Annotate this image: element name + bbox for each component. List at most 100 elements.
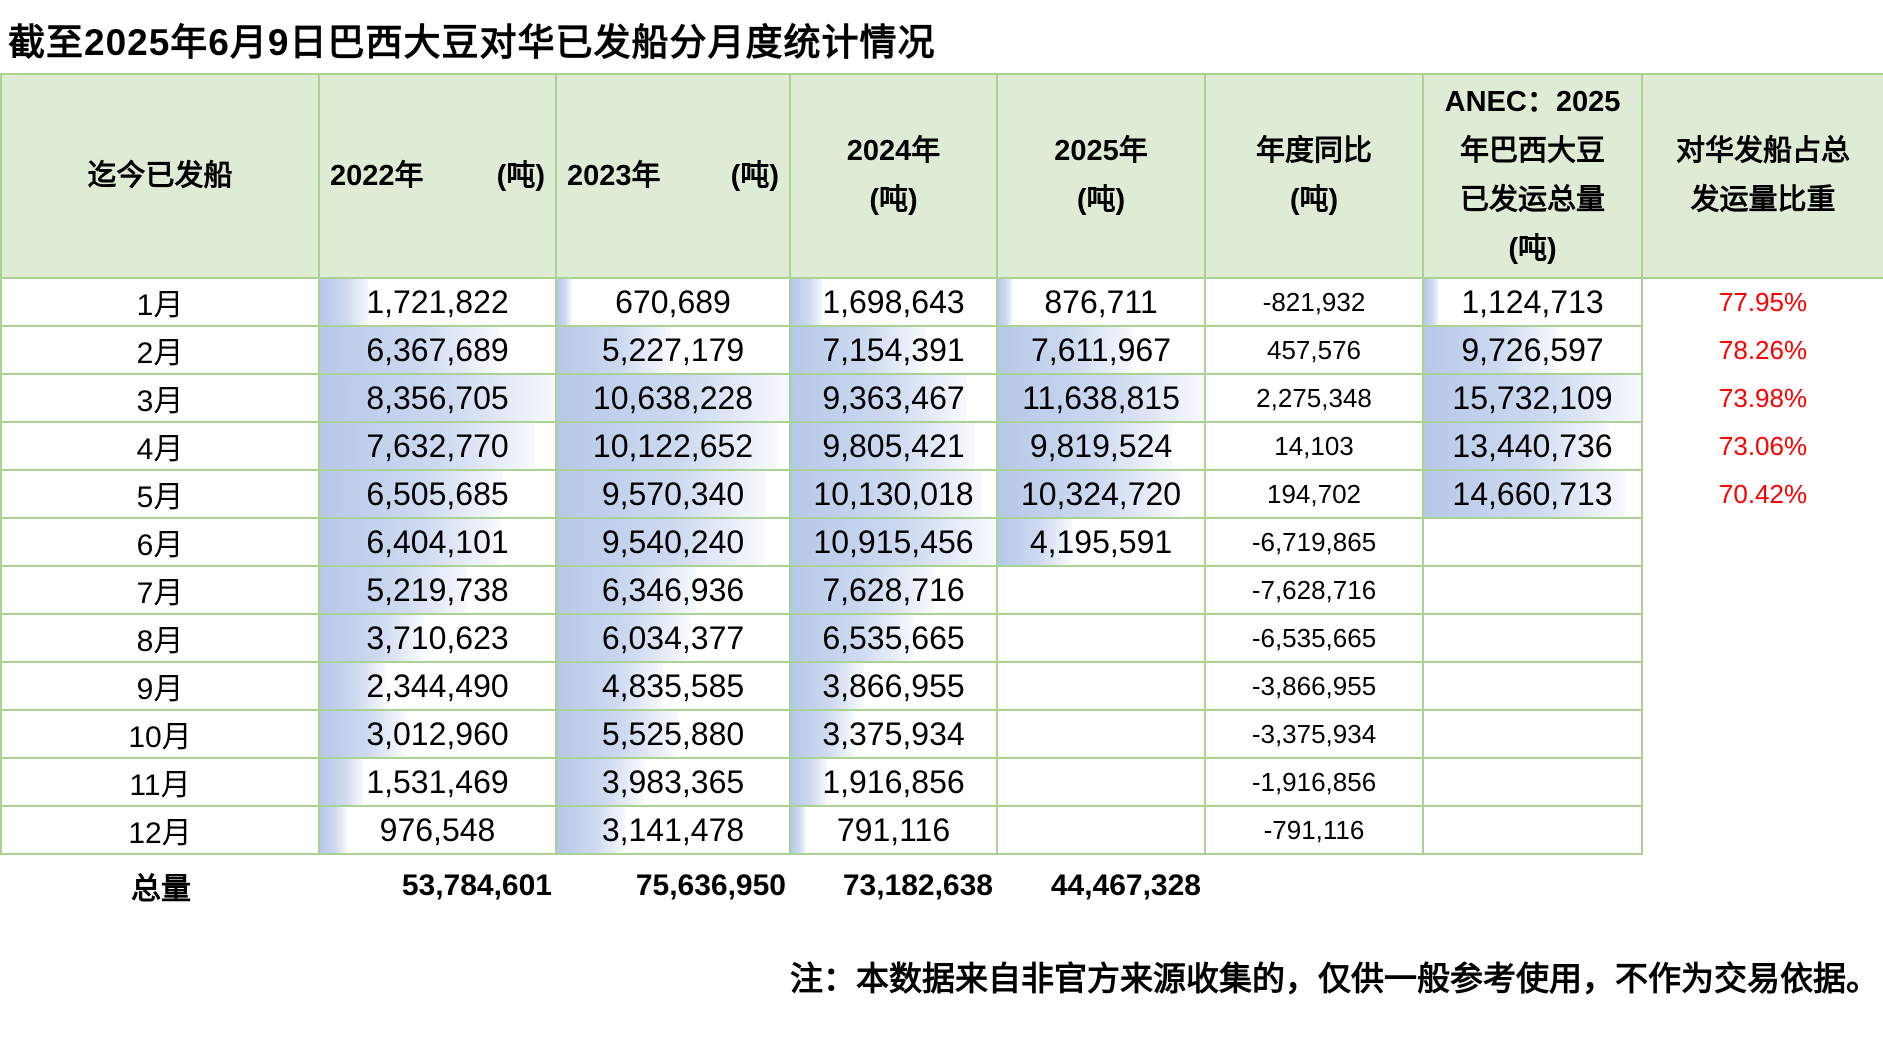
data-bar	[791, 615, 914, 661]
data-bar	[320, 423, 535, 469]
data-bar	[791, 711, 855, 757]
anec-cell	[1424, 615, 1643, 663]
anec-cell: 15,732,109	[1424, 375, 1643, 423]
value-cell-2024: 9,363,467	[791, 375, 998, 423]
yoy-cell: -3,375,934	[1206, 711, 1424, 759]
value-cell-2022: 6,367,689	[320, 327, 557, 375]
yoy-cell: -6,719,865	[1206, 519, 1424, 567]
anec-cell	[1424, 519, 1643, 567]
anec-cell	[1424, 567, 1643, 615]
value-cell-2023: 6,034,377	[557, 615, 791, 663]
value-cell-2024: 1,698,643	[791, 279, 998, 327]
month-cell: 1月	[2, 279, 320, 327]
yoy-cell: -791,116	[1206, 807, 1424, 855]
data-bar	[320, 279, 369, 325]
month-cell: 2月	[2, 327, 320, 375]
yoy-cell: 14,103	[1206, 423, 1424, 471]
data-bar	[320, 759, 363, 805]
value-cell-2023: 6,346,936	[557, 567, 791, 615]
value-cell-2024: 3,375,934	[791, 711, 998, 759]
table-row: 9月 2,344,490 4,835,585 3,866,955 -3,866,…	[2, 663, 1883, 711]
value-cell-2022: 976,548	[320, 807, 557, 855]
value-cell-2025	[998, 807, 1206, 855]
value-cell-2024: 10,915,456	[791, 519, 998, 567]
data-bar	[557, 663, 663, 709]
value-cell-2023: 9,540,240	[557, 519, 791, 567]
value-cell-2022: 2,344,490	[320, 663, 557, 711]
table-row: 10月 3,012,960 5,525,880 3,375,934 -3,375…	[2, 711, 1883, 759]
header-anec: ANEC：2025 年巴西大豆 已发运总量 (吨)	[1424, 75, 1643, 279]
data-bar	[320, 711, 405, 757]
data-bar	[791, 519, 996, 565]
table-row: 8月 3,710,623 6,034,377 6,535,665 -6,535,…	[2, 615, 1883, 663]
data-bar	[998, 279, 1014, 325]
table-row: 2月 6,367,689 5,227,179 7,154,391 7,611,9…	[2, 327, 1883, 375]
shipment-table: 迄今已发船 2022年 (吨) 2023年 (吨) 2024年 (吨) 2025年…	[0, 73, 1883, 855]
data-bar	[791, 279, 823, 325]
value-cell-2023: 5,525,880	[557, 711, 791, 759]
data-bar	[557, 615, 689, 661]
value-cell-2025	[998, 759, 1206, 807]
month-label: 5月	[136, 481, 184, 514]
value-cell-2024: 3,866,955	[791, 663, 998, 711]
month-cell: 8月	[2, 615, 320, 663]
value-cell-2025: 10,324,720	[998, 471, 1206, 519]
month-label: 1月	[136, 289, 184, 322]
table-row: 4月 7,632,770 10,122,652 9,805,421 9,819,…	[2, 423, 1883, 471]
share-cell: 70.42%	[1643, 471, 1883, 519]
month-label: 9月	[136, 673, 184, 706]
value-cell-2023: 3,141,478	[557, 807, 791, 855]
data-bar	[998, 423, 1172, 469]
header-2022: 2022年 (吨)	[320, 75, 557, 279]
header-2025: 2025年 (吨)	[998, 75, 1206, 279]
value-cell-2022: 6,505,685	[320, 471, 557, 519]
share-cell	[1643, 519, 1883, 567]
table-row: 12月 976,548 3,141,478 791,116 -791,116	[2, 807, 1883, 855]
anec-cell	[1424, 759, 1643, 807]
anec-cell: 13,440,736	[1424, 423, 1643, 471]
yoy-cell: -1,916,856	[1206, 759, 1424, 807]
data-bar	[557, 279, 572, 325]
data-bar	[998, 471, 1181, 517]
yoy-cell: -3,866,955	[1206, 663, 1424, 711]
yoy-cell: -821,932	[1206, 279, 1424, 327]
month-cell: 9月	[2, 663, 320, 711]
data-bar	[320, 327, 500, 373]
value-cell-2022: 8,356,705	[320, 375, 557, 423]
share-cell: 73.06%	[1643, 423, 1883, 471]
data-bar	[557, 423, 778, 469]
totals-label: 总量	[131, 873, 191, 906]
header-2023-year: 2023年	[567, 159, 661, 192]
yoy-cell: -6,535,665	[1206, 615, 1424, 663]
total-2024: 73,182,638	[842, 869, 993, 902]
data-bar	[557, 711, 678, 757]
share-cell	[1643, 567, 1883, 615]
month-cell: 10月	[2, 711, 320, 759]
anec-cell	[1424, 663, 1643, 711]
data-bar	[320, 663, 387, 709]
month-cell: 12月	[2, 807, 320, 855]
header-2023-unit: (吨)	[730, 159, 779, 192]
value-cell-2023: 10,122,652	[557, 423, 791, 471]
value-cell-2025: 7,611,967	[998, 327, 1206, 375]
data-bar	[998, 375, 1204, 421]
value-cell-2025	[998, 567, 1206, 615]
value-cell-2024: 6,535,665	[791, 615, 998, 663]
page-title: 截至2025年6月9日巴西大豆对华已发船分月度统计情况	[8, 22, 936, 63]
value-cell-2024: 7,628,716	[791, 567, 998, 615]
data-bar	[791, 567, 935, 613]
anec-cell	[1424, 711, 1643, 759]
share-cell: 73.98%	[1643, 375, 1883, 423]
value-cell-2023: 4,835,585	[557, 663, 791, 711]
share-cell	[1643, 615, 1883, 663]
data-bar	[320, 807, 348, 853]
value-cell-2024: 791,116	[791, 807, 998, 855]
month-label: 2月	[136, 337, 184, 370]
data-bar	[791, 759, 828, 805]
month-label: 11月	[129, 769, 191, 802]
data-bar	[320, 519, 500, 565]
data-bar	[1424, 327, 1559, 373]
share-cell: 78.26%	[1643, 327, 1883, 375]
value-cell-2024: 9,805,421	[791, 423, 998, 471]
